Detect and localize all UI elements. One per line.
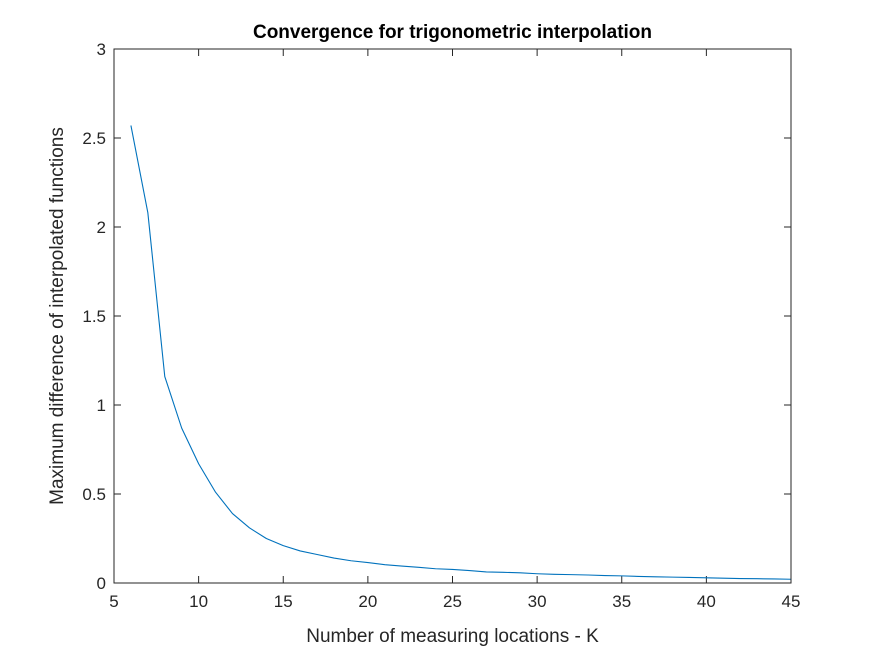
y-tick-label: 1	[97, 396, 106, 415]
y-tick-label: 0	[97, 574, 106, 593]
y-tick-label: 2.5	[82, 129, 106, 148]
x-tick-label: 45	[782, 592, 801, 611]
x-tick-label: 20	[358, 592, 377, 611]
series-line	[130, 125, 792, 580]
y-axis: 0 0.5 1 1.5 2 2.5 3	[82, 40, 791, 593]
x-tick-label: 15	[274, 592, 293, 611]
chart-title: Convergence for trigonometric interpolat…	[253, 22, 652, 43]
y-axis-label: Maximum difference of interpolated funct…	[47, 127, 68, 505]
x-tick-label: 5	[109, 592, 118, 611]
x-tick-label: 40	[697, 592, 716, 611]
y-tick-label: 3	[97, 40, 106, 59]
x-tick-label: 35	[612, 592, 631, 611]
x-axis: 5 10 15 20 25 30 35 40 45	[109, 49, 800, 611]
y-tick-label: 2	[97, 218, 106, 237]
x-tick-label: 25	[443, 592, 462, 611]
y-tick-label: 1.5	[82, 307, 106, 326]
x-axis-label: Number of measuring locations - K	[306, 626, 599, 647]
x-tick-label: 30	[528, 592, 547, 611]
series-layer	[130, 125, 792, 580]
y-tick-label: 0.5	[82, 485, 106, 504]
x-tick-label: 10	[189, 592, 208, 611]
axes-box	[113, 48, 792, 584]
plot-area	[114, 49, 791, 583]
